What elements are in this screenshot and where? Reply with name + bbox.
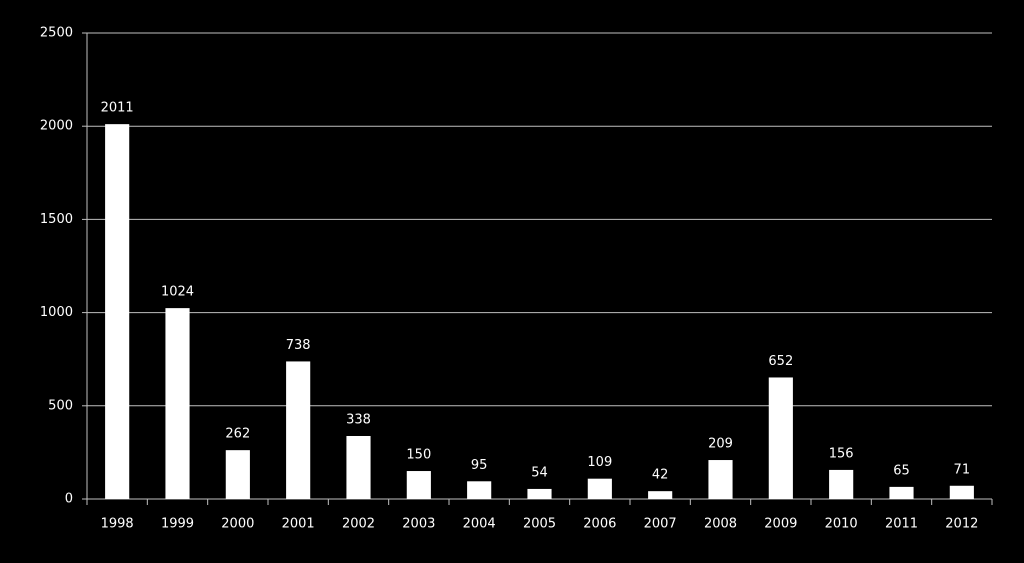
- bar: [346, 435, 371, 499]
- bar: [225, 450, 250, 499]
- x-tick-label: 2011: [885, 517, 918, 532]
- x-tick-label: 1998: [101, 517, 134, 532]
- x-tick-label: 2000: [221, 517, 254, 532]
- bar: [889, 486, 914, 499]
- y-tick-label: 2000: [40, 119, 73, 134]
- y-tick-label: 500: [48, 398, 73, 413]
- data-label: 1024: [161, 285, 194, 300]
- data-label: 54: [531, 465, 548, 480]
- bar: [587, 478, 612, 499]
- x-tick-label: 2007: [644, 517, 677, 532]
- data-label: 109: [587, 455, 612, 470]
- bar: [648, 491, 673, 499]
- x-tick-label: 2001: [282, 517, 315, 532]
- bar: [527, 488, 552, 499]
- y-tick-label: 1500: [40, 212, 73, 227]
- data-label: 262: [225, 427, 250, 442]
- data-label: 338: [346, 412, 371, 427]
- data-label: 150: [406, 448, 431, 463]
- data-label: 71: [954, 462, 971, 477]
- x-tick-label: 2002: [342, 517, 375, 532]
- data-label: 42: [652, 468, 669, 483]
- x-tick-label: 2012: [945, 517, 978, 532]
- bar: [768, 377, 793, 499]
- bar: [708, 460, 733, 499]
- x-tick-label: 1999: [161, 517, 194, 532]
- data-label: 2011: [101, 101, 134, 116]
- x-tick-label: 2004: [463, 517, 496, 532]
- data-label: 156: [829, 446, 854, 461]
- data-label: 738: [286, 338, 311, 353]
- bar: [467, 481, 492, 499]
- bar: [165, 308, 190, 499]
- x-tick-label: 2005: [523, 517, 556, 532]
- x-tick-label: 2010: [825, 517, 858, 532]
- bar: [286, 361, 311, 499]
- y-tick-label: 1000: [40, 305, 73, 320]
- bar: [105, 124, 130, 499]
- y-tick-label: 2500: [40, 26, 73, 41]
- x-tick-label: 2003: [402, 517, 435, 532]
- bar: [949, 485, 974, 499]
- data-label: 209: [708, 437, 733, 452]
- x-tick-label: 2009: [764, 517, 797, 532]
- bar: [829, 469, 854, 499]
- data-label: 652: [768, 354, 793, 369]
- bar: [406, 471, 431, 499]
- y-tick-label: 0: [65, 492, 73, 507]
- data-label: 65: [893, 463, 910, 478]
- data-label: 95: [471, 458, 488, 473]
- x-tick-label: 2008: [704, 517, 737, 532]
- x-tick-label: 2006: [583, 517, 616, 532]
